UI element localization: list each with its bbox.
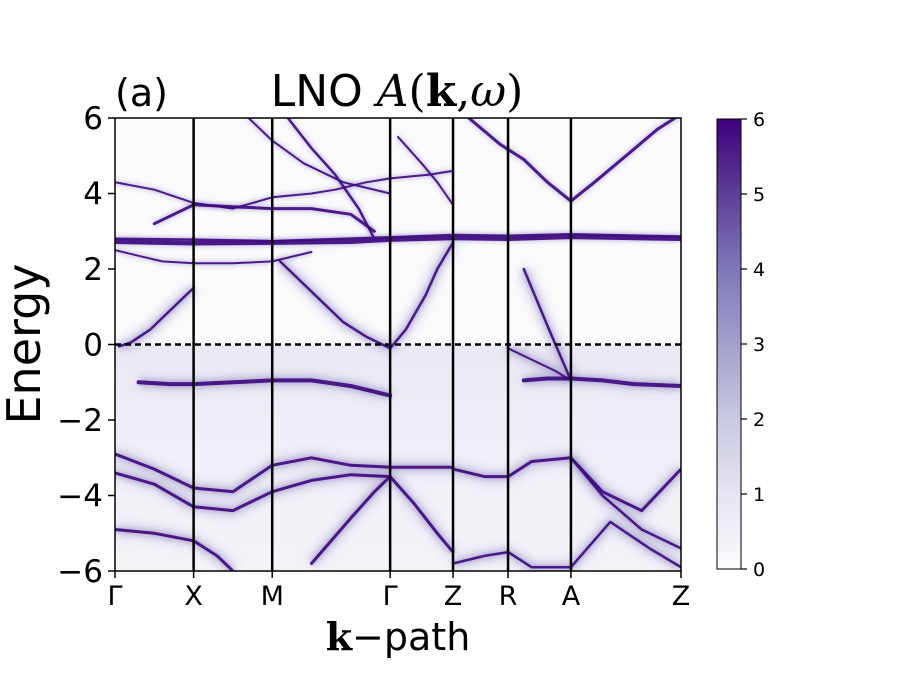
colorbar-tick-label-3: 3 bbox=[753, 334, 765, 356]
colorbar-ticks: 0 1 2 3 4 5 6 bbox=[741, 109, 765, 581]
title-prefix: LNO bbox=[271, 66, 377, 117]
band-steep-GZ bbox=[388, 241, 455, 350]
band-val-mid-2 bbox=[115, 471, 392, 513]
title-close: ) bbox=[506, 66, 523, 117]
band-upper-4.3 bbox=[115, 169, 454, 210]
colorbar-tick-label-0: 0 bbox=[753, 559, 765, 581]
title-k: k bbox=[426, 66, 458, 117]
colorbar: 0 1 2 3 4 5 6 bbox=[716, 109, 765, 581]
colorbar-tick-label-5: 5 bbox=[753, 184, 765, 206]
y-tick-label-2: 2 bbox=[83, 252, 103, 288]
x-tick-label-2: M bbox=[261, 581, 284, 612]
band-A-vee-left bbox=[467, 118, 573, 203]
colorbar-gradient bbox=[716, 118, 742, 570]
chart-title: LNO A(k,ω) bbox=[271, 66, 524, 117]
plot-area bbox=[114, 117, 682, 572]
band-steep-GZ-up bbox=[397, 135, 454, 206]
colorbar-tick-label-4: 4 bbox=[753, 259, 765, 281]
kpath-divider-lines bbox=[192, 118, 573, 571]
x-tick-label-0: Γ bbox=[107, 581, 122, 612]
band-val-top-left bbox=[136, 378, 393, 398]
band-A-vee-right bbox=[569, 118, 678, 203]
x-tick-label-4: Z bbox=[444, 581, 463, 612]
band-upper-steep-a bbox=[286, 118, 376, 241]
band-steep-MG bbox=[278, 260, 392, 350]
y-tick-label-6: −6 bbox=[57, 554, 103, 590]
y-tick-label-1: 4 bbox=[83, 177, 103, 213]
y-tick-label-4: −2 bbox=[57, 403, 103, 439]
xlabel-rest: −path bbox=[352, 615, 470, 659]
x-tick-label-1: X bbox=[184, 581, 203, 612]
x-tick-label-7: Z bbox=[672, 581, 691, 612]
band-val-top-right bbox=[521, 376, 681, 388]
colorbar-tick-label-6: 6 bbox=[753, 109, 765, 131]
colorbar-tick-label-1: 1 bbox=[753, 484, 765, 506]
y-axis-label: Energy bbox=[0, 263, 51, 424]
title-comma: , bbox=[456, 66, 470, 117]
y-tick-label-5: −4 bbox=[57, 479, 103, 515]
band-flat-upper-b bbox=[115, 233, 681, 243]
band-RA-cross-a bbox=[507, 347, 572, 382]
y-axis: 6 4 2 0 −2 −4 −6 bbox=[57, 101, 115, 590]
y-tick-label-0: 6 bbox=[83, 101, 103, 137]
title-func: A bbox=[373, 66, 409, 117]
band-val-low-4 bbox=[569, 456, 681, 550]
band-val-mid-3 bbox=[451, 456, 681, 513]
x-tick-label-6: A bbox=[562, 581, 581, 612]
panel-label: (a) bbox=[115, 71, 168, 115]
band-upper-steep-b bbox=[247, 118, 392, 195]
colorbar-tick-label-2: 2 bbox=[753, 409, 765, 431]
x-axis-label: k−path bbox=[326, 614, 471, 659]
band-RA-cross-b bbox=[522, 267, 573, 382]
x-tick-label-3: Γ bbox=[383, 581, 398, 612]
y-tick-label-3: 0 bbox=[83, 328, 103, 364]
x-tick-label-5: R bbox=[499, 581, 518, 612]
title-open: ( bbox=[409, 66, 426, 117]
xlabel-k: k bbox=[326, 614, 353, 659]
title-omega: ω bbox=[470, 66, 506, 117]
band-val-low-3 bbox=[451, 520, 681, 569]
